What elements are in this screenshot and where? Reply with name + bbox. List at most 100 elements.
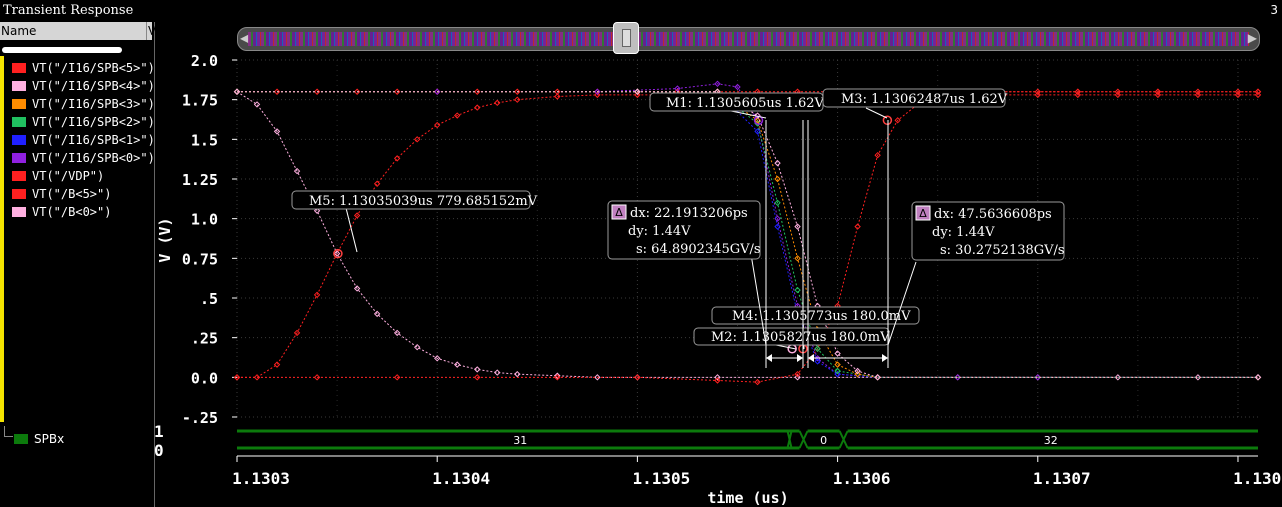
signal-swatch (12, 171, 26, 181)
delta-arrow-head (882, 354, 888, 362)
scroll-right-arrow-icon[interactable]: ▶ (1247, 31, 1257, 45)
series-point-3 (794, 370, 801, 378)
signal-swatch (12, 189, 26, 199)
y-tick-label: 1.5 (191, 131, 218, 149)
series-point-3 (1154, 88, 1162, 95)
v-column-header[interactable]: V (148, 24, 157, 38)
series-point-7 (774, 175, 781, 183)
series-line-1 (237, 94, 1258, 378)
series-point-1 (1234, 91, 1242, 99)
tree-connector (4, 426, 13, 437)
series-point-1 (1114, 91, 1122, 99)
delta-dx-1: dx: 47.5636608ps (934, 207, 1052, 222)
signal-item-5[interactable]: VT("/I16/SPB<0>") (12, 151, 155, 168)
x-tick-label: 1.1308 (1233, 469, 1282, 488)
signal-item-1[interactable]: VT("/I16/SPB<4>") (12, 79, 155, 96)
signal-swatch (12, 135, 26, 145)
signal-item-7[interactable]: VT("/B<5>") (12, 187, 111, 204)
signal-item-8[interactable]: VT("/B<0>") (12, 205, 111, 222)
signal-item-6[interactable]: VT("/VDP") (12, 169, 104, 186)
marker-box-m2 (693, 327, 890, 346)
time-scrollbar[interactable]: ◀ ▶ (237, 27, 1260, 51)
series-point-3 (1254, 88, 1262, 95)
series-point-8 (794, 223, 801, 230)
delta-dy-1: dy: 1.44V (932, 225, 995, 240)
y-tick-label: 1.25 (182, 171, 218, 189)
series-point-2 (253, 101, 261, 108)
series-point-1 (353, 212, 361, 219)
bus-legend-item[interactable]: SPBx (14, 432, 64, 446)
series-point-3 (634, 374, 641, 381)
signal-label: VT("/I16/SPB<5>") (32, 61, 155, 75)
series-point-3 (1074, 88, 1082, 95)
bus-value-label: 32 (1044, 434, 1058, 447)
x-tick-label: 1.1305 (632, 469, 690, 488)
series-point-0 (353, 88, 361, 95)
bus-value-label: 0 (820, 434, 827, 447)
series-point-0 (514, 88, 521, 95)
series-point-1 (554, 93, 561, 100)
series-point-1 (514, 96, 521, 103)
series-point-8 (834, 350, 841, 357)
series-point-1 (273, 361, 281, 368)
selection-strip (0, 56, 4, 422)
series-point-4 (714, 80, 721, 88)
signal-item-2[interactable]: VT("/I16/SPB<3>") (12, 97, 155, 114)
signal-item-3[interactable]: VT("/I16/SPB<2>") (12, 115, 155, 132)
column-divider[interactable] (146, 22, 147, 40)
series-point-0 (313, 88, 321, 95)
signal-item-0[interactable]: VT("/I16/SPB<5>") (12, 61, 155, 78)
series-point-2 (393, 329, 401, 337)
series-point-4 (734, 83, 741, 91)
bus-swatch (14, 434, 28, 444)
signal-panel: Name V VT("/I16/SPB<5>") VT("/I16/SPB<4>"… (0, 22, 156, 507)
series-point-3 (393, 374, 401, 381)
series-point-3 (754, 378, 761, 386)
series-point-3 (313, 374, 321, 381)
name-column-header[interactable]: Name (1, 24, 37, 38)
marker-label-m3: M3: 1.13062487us 1.62V (841, 92, 1008, 107)
series-point-1 (313, 291, 321, 299)
signal-item-4[interactable]: VT("/I16/SPB<1>") (12, 133, 155, 150)
signal-label: VT("/I16/SPB<3>") (32, 97, 155, 111)
series-point-2 (333, 250, 341, 257)
delta-symbol-0: Δ (615, 206, 623, 219)
series-point-2 (454, 361, 461, 368)
y-tick-label: 0.75 (182, 250, 218, 268)
bus-y-low-label: 0 (154, 441, 164, 460)
series-point-1 (253, 374, 261, 381)
marker-point (882, 115, 893, 126)
window-number: 3 (1270, 3, 1278, 17)
y-tick-label: 0.0 (191, 369, 218, 387)
series-point-3 (554, 374, 561, 381)
series-point-2 (373, 310, 381, 318)
bus-transition (838, 430, 849, 449)
signal-list-header[interactable]: Name V (0, 22, 156, 40)
y-tick-label: 1.75 (182, 92, 218, 110)
delta-box-0 (607, 200, 761, 260)
series-point-0 (393, 88, 401, 95)
series-point-2 (353, 285, 361, 292)
series-point-2 (494, 369, 501, 376)
window-title: Transient Response (3, 3, 134, 18)
marker-label-m5: M5: 1.13035039us 779.685152mV (309, 194, 538, 209)
series-point-2 (293, 167, 301, 175)
signal-label: VT("/I16/SPB<0>") (32, 151, 155, 165)
series-point-8 (634, 88, 641, 95)
series-point-1 (433, 121, 441, 129)
scroll-grip-icon (622, 29, 631, 47)
series-point-2 (273, 128, 281, 135)
series-point-0 (273, 88, 281, 95)
x-axis-label: time (us) (707, 489, 788, 507)
series-point-1 (454, 112, 461, 119)
scroll-thumb[interactable] (613, 22, 639, 54)
signal-panel-scrollbar[interactable] (2, 47, 122, 53)
series-point-6 (814, 345, 821, 352)
bus-transition (786, 430, 793, 449)
scroll-left-arrow-icon[interactable]: ◀ (240, 31, 250, 45)
series-point-6 (794, 286, 801, 294)
signal-label: VT("/VDP") (32, 169, 105, 183)
signal-label: VT("/I16/SPB<4>") (32, 79, 155, 93)
series-point-4 (674, 85, 681, 92)
